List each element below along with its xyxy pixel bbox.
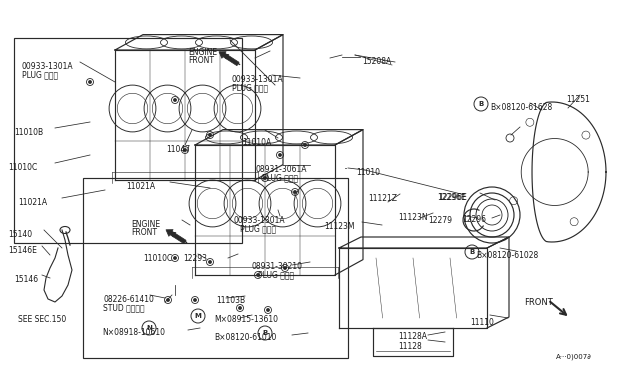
Text: 12279: 12279 <box>428 216 452 225</box>
Text: M×08915-13610: M×08915-13610 <box>214 315 278 324</box>
Circle shape <box>267 309 269 311</box>
Circle shape <box>284 267 286 269</box>
Text: B: B <box>469 249 475 255</box>
Text: N×08918-10610: N×08918-10610 <box>102 328 165 337</box>
FancyArrow shape <box>219 52 239 66</box>
Text: B: B <box>478 101 484 107</box>
Text: 11128A: 11128A <box>398 332 427 341</box>
Circle shape <box>209 261 211 263</box>
Text: 15146E: 15146E <box>8 246 37 255</box>
Text: 11110: 11110 <box>470 318 494 327</box>
Text: SEE SEC.150: SEE SEC.150 <box>18 315 67 324</box>
Text: 00933-1301A: 00933-1301A <box>234 216 285 225</box>
Text: 15146: 15146 <box>14 275 38 284</box>
Circle shape <box>294 191 296 193</box>
Text: FRONT: FRONT <box>524 298 553 307</box>
Text: 11251: 11251 <box>566 95 590 104</box>
Text: 08226-61410: 08226-61410 <box>103 295 154 304</box>
Circle shape <box>209 134 211 136</box>
Bar <box>14 38 242 243</box>
Text: ENGINE: ENGINE <box>188 48 217 57</box>
Text: 12296E: 12296E <box>437 193 466 202</box>
Text: 12293: 12293 <box>183 254 207 263</box>
Bar <box>83 178 348 358</box>
Text: 15140: 15140 <box>8 230 32 239</box>
Text: 11123N: 11123N <box>398 213 428 222</box>
Text: B: B <box>262 330 268 336</box>
Text: B×08120-61028: B×08120-61028 <box>476 251 538 260</box>
Circle shape <box>184 149 186 151</box>
Text: 12296: 12296 <box>462 215 486 224</box>
Text: B×08120-61628: B×08120-61628 <box>490 103 552 112</box>
Text: 11021A: 11021A <box>18 198 47 207</box>
Circle shape <box>279 154 281 156</box>
Text: 11010A: 11010A <box>242 138 271 147</box>
Text: 11047: 11047 <box>166 145 190 154</box>
Text: PLUG プラグ: PLUG プラグ <box>22 70 58 79</box>
Circle shape <box>194 299 196 301</box>
Text: A···0)007∂: A···0)007∂ <box>556 353 592 359</box>
Text: STUD スタッド: STUD スタッド <box>103 303 145 312</box>
Circle shape <box>257 274 259 276</box>
Text: 11128: 11128 <box>398 342 422 351</box>
Text: 11010C: 11010C <box>8 163 37 172</box>
Circle shape <box>239 307 241 309</box>
Text: PLUG プラグ: PLUG プラグ <box>240 224 276 233</box>
Text: PLUG プラグ: PLUG プラグ <box>258 270 294 279</box>
Text: PLUG プラグ: PLUG プラグ <box>232 83 268 92</box>
Text: ENGINE: ENGINE <box>131 220 160 229</box>
Circle shape <box>304 144 306 146</box>
Text: 11010B: 11010B <box>14 128 43 137</box>
Text: FRONT: FRONT <box>131 228 157 237</box>
Text: 11021A: 11021A <box>126 182 155 191</box>
Text: 11123M: 11123M <box>324 222 355 231</box>
Text: B×08120-61010: B×08120-61010 <box>214 333 276 342</box>
Text: 11103B: 11103B <box>216 296 245 305</box>
Text: 00933-1301A: 00933-1301A <box>232 75 284 84</box>
Text: 15208A: 15208A <box>362 57 391 66</box>
Text: PLUG プラグ: PLUG プラグ <box>262 173 298 182</box>
Text: 11121Z: 11121Z <box>368 194 397 203</box>
Text: 08931-30210: 08931-30210 <box>252 262 303 271</box>
Text: 00933-1301A: 00933-1301A <box>22 62 74 71</box>
Text: 11010: 11010 <box>356 168 380 177</box>
Text: FRONT: FRONT <box>188 56 214 65</box>
Circle shape <box>89 81 92 83</box>
Text: M: M <box>195 313 202 319</box>
Text: 11010C: 11010C <box>143 254 172 263</box>
Circle shape <box>264 177 266 179</box>
Text: 12296E: 12296E <box>438 193 467 202</box>
FancyArrow shape <box>166 230 186 244</box>
Circle shape <box>174 257 176 259</box>
Text: 08931-3061A: 08931-3061A <box>256 165 307 174</box>
Circle shape <box>174 99 176 101</box>
Circle shape <box>167 299 169 301</box>
Text: N: N <box>146 325 152 331</box>
